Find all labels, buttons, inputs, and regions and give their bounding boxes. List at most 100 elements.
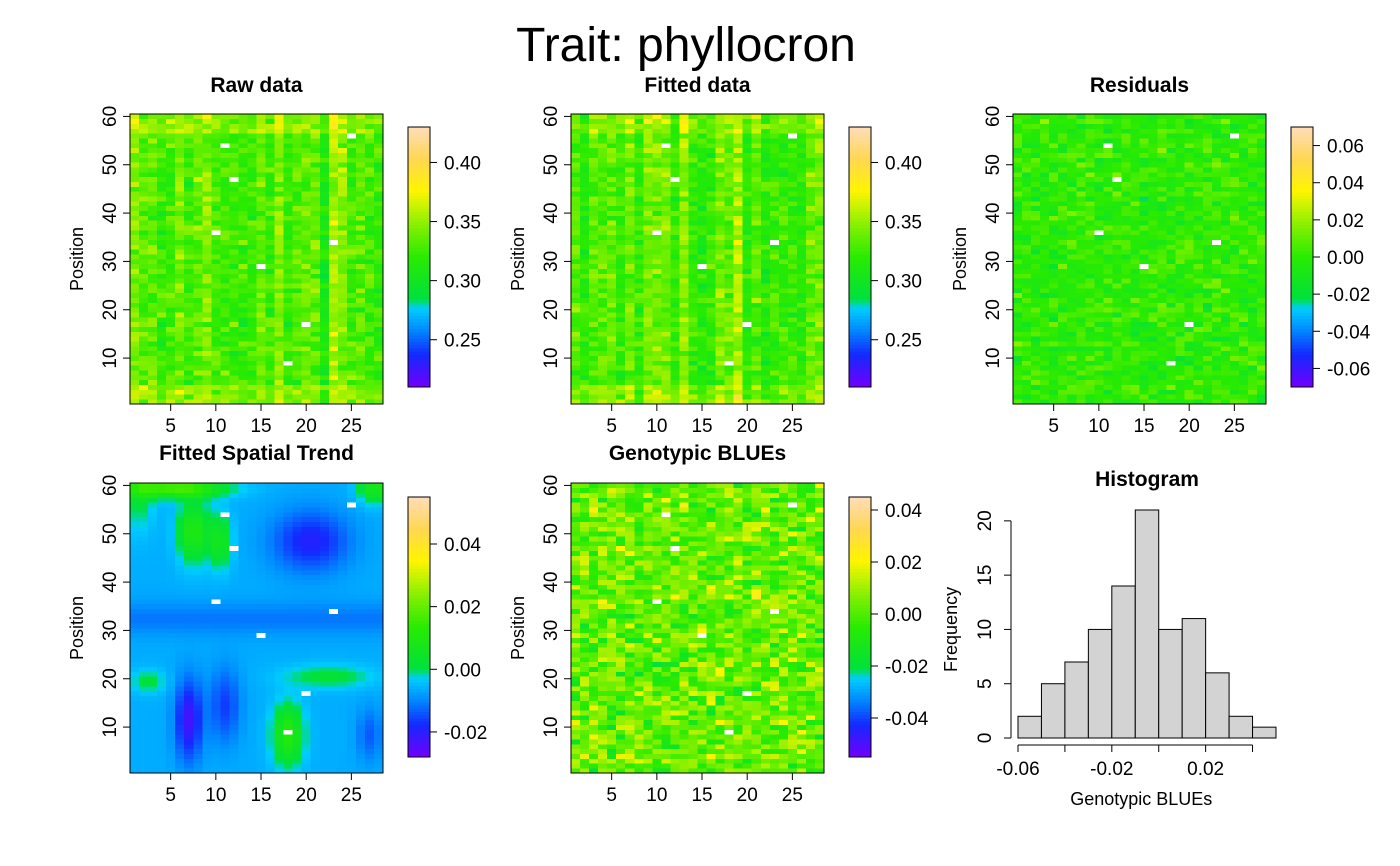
heatmap-cell: [265, 118, 275, 125]
heatmap-cell: [355, 167, 366, 173]
heatmap-cell: [1022, 210, 1032, 216]
heatmap-cell: [310, 292, 321, 299]
heatmap-missing-cell: [1103, 143, 1113, 149]
heatmap-missing-cell: [301, 321, 312, 328]
heatmap-cell: [1166, 384, 1176, 390]
heatmap-cell: [742, 167, 753, 173]
heatmap-cell: [211, 389, 221, 395]
heatmap-cell: [715, 254, 725, 260]
heatmap-cell: [265, 365, 275, 371]
heatmap-cell: [706, 283, 716, 289]
heatmap-cell: [607, 399, 617, 405]
heatmap-cell: [607, 167, 617, 173]
heatmap-cell: [796, 225, 807, 231]
heatmap-cell: [1211, 157, 1222, 163]
heatmap-cell: [661, 331, 671, 337]
legend-swatch: [849, 312, 871, 316]
heatmap-cell: [805, 201, 816, 207]
heatmap-cell: [715, 283, 725, 289]
heatmap-cell: [238, 394, 248, 400]
heatmap-cell: [1058, 249, 1068, 255]
heatmap-cell: [1202, 331, 1213, 337]
heatmap-cell: [715, 176, 725, 183]
heatmap-cell: [607, 123, 617, 129]
heatmap-cell: [319, 234, 330, 241]
heatmap-cell: [1139, 191, 1149, 197]
heatmap-cell: [1049, 283, 1059, 289]
heatmap-cell: [1148, 172, 1158, 178]
heatmap-cell: [1184, 230, 1195, 236]
heatmap-cell: [742, 268, 753, 274]
heatmap-cell: [310, 143, 321, 149]
heatmap-cell: [1085, 118, 1095, 125]
heatmap-cell: [283, 379, 293, 386]
heatmap-cell: [193, 254, 203, 260]
heatmap-cell: [292, 268, 303, 274]
heatmap-cell: [1067, 143, 1077, 149]
heatmap-cell: [364, 186, 375, 192]
heatmap-cell: [1058, 138, 1068, 144]
heatmap-cell: [1013, 283, 1023, 289]
heatmap-cell: [256, 162, 266, 168]
legend-swatch: [408, 292, 430, 297]
heatmap-cell: [1076, 326, 1086, 332]
heatmap-cell: [643, 375, 653, 381]
heatmap-cell: [652, 297, 662, 303]
heatmap-cell: [1103, 186, 1113, 192]
heatmap-cell: [652, 138, 662, 144]
heatmap-cell: [796, 172, 807, 178]
heatmap-cell: [814, 181, 825, 187]
heatmap-cell: [202, 118, 212, 125]
heatmap-cell: [229, 138, 239, 144]
heatmap-cell: [1157, 399, 1167, 405]
heatmap-cell: [1031, 259, 1041, 265]
heatmap-cell: [373, 205, 384, 212]
heatmap-cell: [1166, 394, 1176, 400]
heatmap-cell: [364, 292, 375, 299]
heatmap-cell: [1121, 162, 1131, 168]
heatmap-cell: [805, 196, 816, 202]
heatmap-cell: [337, 220, 348, 226]
heatmap-cell: [184, 360, 194, 366]
heatmap-cell: [778, 278, 789, 284]
heatmap-cell: [229, 249, 239, 255]
heatmap-cell: [1184, 312, 1195, 318]
heatmap-cell: [148, 244, 158, 250]
heatmap-cell: [571, 292, 581, 299]
heatmap-cell: [1022, 205, 1032, 212]
heatmap-cell: [805, 399, 816, 405]
heatmap-cell: [634, 389, 644, 395]
heatmap-cell: [643, 326, 653, 332]
heatmap-cell: [256, 302, 266, 308]
heatmap-cell: [1040, 273, 1050, 279]
heatmap-cell: [1058, 292, 1068, 299]
heatmap-cell: [211, 157, 221, 163]
heatmap-cell: [805, 162, 816, 168]
heatmap-cell: [337, 341, 348, 347]
heatmap-cell: [796, 268, 807, 274]
heatmap-cell: [355, 157, 366, 163]
heatmap-cell: [796, 317, 807, 323]
heatmap-cell: [1166, 341, 1176, 347]
heatmap-cell: [580, 196, 590, 202]
heatmap-cell: [1166, 162, 1176, 168]
heatmap-cell: [337, 273, 348, 279]
heatmap-cell: [625, 389, 635, 395]
heatmap-cell: [130, 389, 140, 395]
heatmap-cell: [247, 138, 257, 144]
heatmap-cell: [805, 283, 816, 289]
heatmap-cell: [814, 152, 825, 158]
heatmap-cell: [670, 186, 680, 192]
heatmap-cell: [1112, 307, 1122, 313]
heatmap-cell: [1013, 133, 1023, 139]
heatmap-cell: [1157, 384, 1167, 390]
heatmap-cell: [229, 215, 239, 221]
heatmap-cell: [589, 118, 599, 125]
heatmap-cell: [1184, 384, 1195, 390]
heatmap-cell: [247, 234, 257, 241]
heatmap-cell: [355, 225, 366, 231]
heatmap-cell: [1040, 399, 1050, 405]
heatmap-cell: [1193, 230, 1204, 236]
heatmap-cell: [1202, 191, 1213, 197]
heatmap-cell: [580, 157, 590, 163]
